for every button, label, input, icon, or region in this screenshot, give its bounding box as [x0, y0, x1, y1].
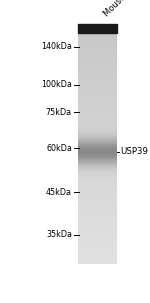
Text: Mouse liver: Mouse liver	[102, 0, 143, 18]
Text: 45kDa: 45kDa	[46, 188, 72, 197]
Bar	[78, 24, 117, 33]
Text: 35kDa: 35kDa	[46, 230, 72, 239]
Text: 75kDa: 75kDa	[46, 108, 72, 117]
Text: 140kDa: 140kDa	[41, 42, 72, 52]
Text: 60kDa: 60kDa	[46, 144, 72, 153]
Text: 100kDa: 100kDa	[41, 80, 72, 89]
Text: USP39: USP39	[120, 147, 148, 156]
